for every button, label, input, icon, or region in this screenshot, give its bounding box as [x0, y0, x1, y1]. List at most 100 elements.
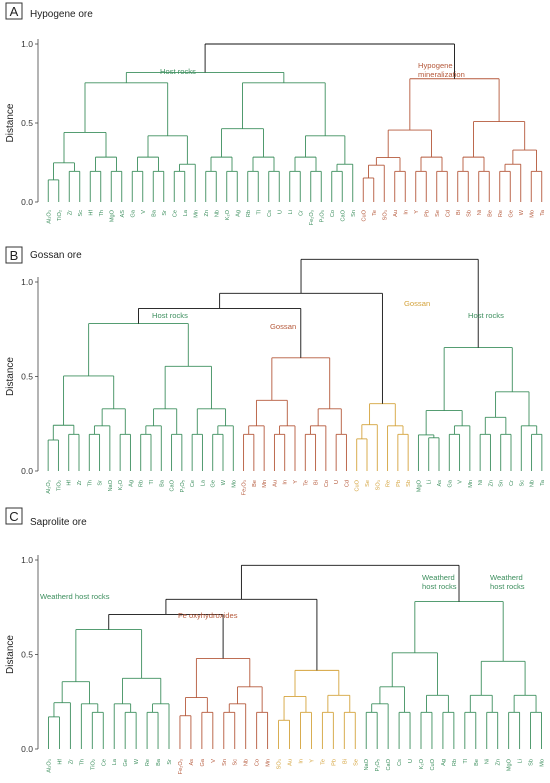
leaf-label: Zr	[68, 759, 74, 764]
leaf-label: Ga	[130, 209, 136, 217]
leaf-label: K₂O	[118, 479, 124, 490]
leaf-label: Zn	[496, 759, 502, 766]
leaf-label: K₂O	[225, 209, 231, 220]
leaf-label: Hf	[88, 210, 94, 216]
cluster-annotation: Gossan	[404, 299, 430, 308]
leaf-label: Sc	[78, 210, 84, 217]
leaf-label: TiO₂	[57, 210, 63, 221]
y-tick-label: 0.0	[21, 197, 33, 207]
panel-letter-box	[5, 2, 23, 20]
panel-title: Gossan ore	[30, 250, 82, 261]
leaf-label: Zn	[204, 210, 210, 217]
leaf-label: Te	[303, 480, 309, 486]
leaf-label: Re	[386, 480, 392, 487]
leaf-label: AS	[120, 210, 126, 218]
leaf-label: Cd	[445, 210, 451, 217]
cluster-annotation: Gossan	[270, 322, 296, 331]
leaf-label: NaO	[108, 479, 114, 491]
leaf-label: Bi	[342, 759, 348, 764]
leaf-label: Al₂O₃	[46, 759, 52, 773]
leaf-label: SO₃	[375, 480, 381, 490]
leaf-label: Te	[320, 759, 326, 765]
leaf-label: Ba	[156, 758, 162, 766]
leaf-label: Al₂O₃	[46, 210, 52, 224]
y-tick-label: 0.0	[21, 466, 33, 476]
leaf-label: Se	[435, 210, 441, 217]
leaf-label: Th	[79, 759, 85, 766]
leaf-label: Sr	[167, 759, 173, 765]
leaf-label: Tl	[463, 759, 469, 764]
leaf-label: Pb	[396, 480, 402, 487]
leaf-label: Mo	[540, 759, 546, 767]
leaf-label: Nb	[530, 480, 536, 487]
y-tick-label: 0.5	[21, 118, 33, 128]
leaf-label: V	[211, 759, 217, 763]
cluster-annotation: Host rocks	[160, 67, 196, 76]
leaf-label: Ga	[447, 479, 453, 487]
leaf-label: Pb	[424, 210, 430, 217]
leaf-label: CuO	[361, 209, 367, 221]
leaf-label: V	[458, 480, 464, 484]
leaf-label: Ta	[540, 209, 546, 216]
panel-letter-box	[5, 246, 23, 264]
panel-letter-box	[5, 507, 23, 525]
leaf-label: Sb	[529, 759, 535, 766]
leaf-label: Se	[353, 759, 359, 766]
leaf-label: Sn	[351, 210, 357, 217]
leaf-label: La	[112, 758, 118, 765]
panel-letter: B	[10, 248, 19, 263]
leaf-label: SO₃	[277, 759, 283, 769]
leaf-label: Sr	[98, 480, 104, 486]
leaf-label: Sb	[466, 210, 472, 217]
leaf-label: Au	[288, 759, 294, 766]
leaf-label: Sc	[519, 480, 525, 487]
panel-letter: C	[9, 509, 18, 524]
leaf-label: Mn	[468, 480, 474, 488]
leaf-label: Hf	[57, 759, 63, 765]
leaf-label: Th	[87, 480, 93, 487]
leaf-label: Cr	[298, 210, 304, 216]
y-tick-label: 0.5	[21, 372, 33, 382]
leaf-label: P₂O₅	[319, 210, 325, 223]
leaf-label: Re	[145, 759, 151, 766]
leaf-label: In	[298, 759, 304, 764]
leaf-label: La	[183, 209, 189, 216]
cluster-annotation: Weatherd	[490, 573, 523, 582]
leaf-label: Zr	[77, 480, 83, 485]
cluster-annotation-line2: host rocks	[422, 582, 457, 591]
leaf-label: MgO	[507, 758, 513, 771]
leaf-label: Mn	[193, 210, 199, 218]
leaf-label: TiO₂	[56, 480, 62, 491]
leaf-label: Nb	[244, 759, 250, 766]
leaf-label: Y	[293, 480, 299, 484]
leaf-label: Au	[272, 480, 278, 487]
leaf-label: Cs	[267, 210, 273, 217]
panel-title: Saprolite ore	[30, 517, 87, 528]
leaf-label: U	[334, 480, 340, 484]
leaf-label: Rb	[246, 210, 252, 217]
y-axis-label: Distance	[5, 357, 16, 396]
leaf-label: P₂O₅	[375, 759, 381, 772]
leaf-label: Ni	[478, 480, 484, 485]
leaf-label: MgO	[109, 209, 115, 222]
leaf-label: SO₃	[382, 210, 388, 220]
cluster-annotation: Weatherd	[422, 573, 455, 582]
leaf-label: Be	[252, 480, 258, 487]
leaf-label: Mn	[262, 480, 268, 488]
leaf-label: Zr	[67, 210, 73, 215]
leaf-label: Ba	[159, 479, 165, 487]
cluster-annotation: Host rocks	[468, 311, 504, 320]
leaf-label: Li	[427, 480, 433, 484]
leaf-label: U	[277, 210, 283, 214]
leaf-label: Y	[309, 759, 315, 763]
leaf-label: Th	[99, 210, 105, 217]
leaf-label: Ag	[235, 210, 241, 217]
leaf-label: Bi	[314, 480, 320, 485]
y-tick-label: 1.0	[21, 39, 33, 49]
leaf-label: P₂O₅	[180, 480, 186, 493]
leaf-label: Cr	[509, 480, 515, 486]
leaf-label: CaO	[340, 209, 346, 221]
leaf-label: Co	[324, 480, 330, 487]
leaf-label: TiO₂	[90, 759, 96, 770]
leaf-label: Sn	[222, 759, 228, 766]
